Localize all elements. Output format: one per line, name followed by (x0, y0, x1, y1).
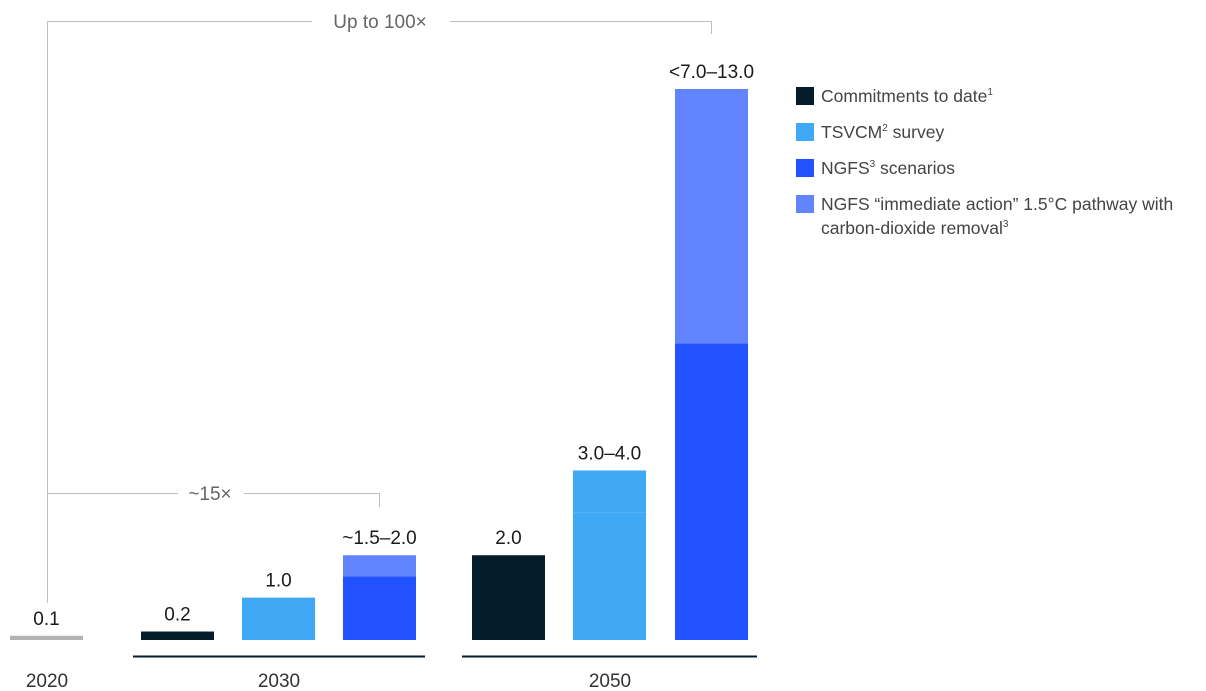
legend-swatch-tsvcm (796, 123, 814, 141)
bar-2050-tsvcm-range (573, 470, 646, 513)
data-label-2020-baseline: 0.1 (33, 609, 59, 630)
data-label-2050-commitments: 2.0 (495, 528, 521, 549)
bracket-2020-2030-label: ~15× (188, 484, 231, 505)
bar-2050-ngfs (675, 343, 748, 640)
data-label-2030-ngfs: ~1.5–2.0 (342, 528, 417, 549)
legend-label-commitments: Commitments to date1 (821, 86, 993, 106)
data-label-2030-tsvcm: 1.0 (265, 571, 291, 592)
legend: Commitments to date1 TSVCM2 survey NGFS3 s… (796, 84, 1206, 252)
data-label-2050-ngfs: <7.0–13.0 (669, 62, 754, 83)
legend-swatch-ngfs (796, 159, 814, 177)
data-label-2030-commitments: 0.2 (164, 605, 190, 626)
bar-2050-commitments (472, 555, 545, 640)
data-label-2050-tsvcm: 3.0–4.0 (578, 443, 641, 464)
legend-item-tsvcm: TSVCM2 survey (796, 120, 1206, 144)
legend-swatch-commitments (796, 87, 814, 105)
bar-2030-ngfs (343, 576, 416, 640)
legend-label-tsvcm: TSVCM2 survey (821, 122, 945, 142)
category-label-2050: 2050 (589, 671, 631, 691)
legend-item-commitments: Commitments to date1 (796, 84, 1206, 108)
category-label-2020: 2020 (26, 671, 68, 691)
category-label-2030: 2030 (258, 671, 300, 691)
legend-label-ngfs_cdr: NGFS “immediate action” 1.5°C pathway wi… (821, 194, 1174, 238)
legend-item-ngfs_cdr: NGFS “immediate action” 1.5°C pathway wi… (796, 192, 1206, 240)
bar-2050-ngfs_cdr-range (675, 89, 748, 344)
bracket-2020-2050 (47, 21, 712, 603)
bar-2030-ngfs_cdr-range (343, 555, 416, 577)
bar-2030-tsvcm (242, 597, 315, 640)
bar-2030-commitments (141, 631, 214, 640)
bracket-2020-2030 (47, 493, 380, 603)
legend-label-ngfs: NGFS3 scenarios (821, 158, 955, 178)
legend-item-ngfs: NGFS3 scenarios (796, 156, 1206, 180)
bar-2050-tsvcm (573, 512, 646, 640)
bracket-2020-2050-label: Up to 100× (333, 12, 427, 33)
legend-swatch-ngfs_cdr (796, 195, 814, 213)
bar-2020-baseline (10, 635, 83, 640)
